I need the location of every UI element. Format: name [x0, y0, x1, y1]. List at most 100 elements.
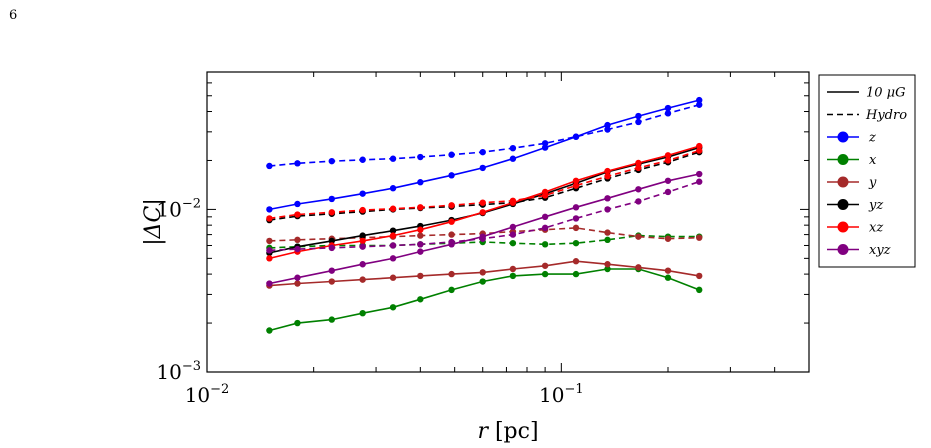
series-xyz-dashed-point	[359, 243, 366, 250]
series-xz-dashed-point	[572, 182, 580, 189]
series-xyz-dashed-point	[696, 178, 703, 185]
legend-frame	[818, 74, 916, 268]
series-xz-dashed-point	[509, 197, 517, 204]
axis-labels: r [pc] |ΔC|	[141, 198, 539, 444]
series-z-solid-point	[509, 155, 517, 162]
series-xyz-dashed-point	[389, 242, 397, 249]
series-x-solid-point	[572, 270, 580, 278]
series-x-solid-point	[696, 286, 703, 294]
series-xyz-dashed-point	[572, 215, 580, 222]
series-z-solid-point	[389, 185, 397, 192]
legend-yz-marker	[837, 199, 849, 210]
legend-xyz-label: xyz	[869, 243, 891, 258]
series-y-dashed-point	[448, 231, 455, 238]
series-xz-solid-point	[572, 177, 580, 184]
legend-style-label: Hydro	[865, 108, 907, 123]
series-z-solid-point	[664, 104, 672, 112]
series-y-solid-point	[664, 267, 672, 274]
series-y-solid-point	[604, 261, 611, 268]
series-xz-dashed-point	[479, 199, 486, 206]
series-z-dashed-point	[266, 162, 273, 170]
series-z-solid-point	[266, 206, 273, 213]
series-xyz-dashed-point	[541, 224, 549, 232]
series-z-solid-point	[328, 195, 335, 203]
series-y-dashed-point	[635, 233, 642, 240]
series-xyz-dashed-point	[417, 241, 424, 248]
x-tick-label: 10−1	[539, 382, 584, 407]
series-xyz-dashed-point	[604, 206, 611, 213]
series-x-solid-point	[328, 316, 335, 323]
series-xyz-solid-point	[635, 186, 642, 193]
series-xz-dashed-point	[294, 211, 301, 218]
series-xz-solid-point	[664, 152, 672, 159]
series-xyz-solid-point	[664, 177, 672, 184]
series-z-dashed-point	[635, 118, 642, 126]
series-y-solid-point	[479, 269, 486, 276]
series-x-solid-point	[479, 278, 486, 285]
series-y-solid-point	[389, 274, 397, 281]
series-z-solid-point	[479, 164, 486, 172]
series-z-solid-point	[417, 179, 424, 186]
series-xz-dashed-point	[389, 205, 397, 212]
series-xyz-dashed-point	[635, 198, 642, 205]
series-z-dashed-point	[664, 110, 672, 117]
series-x-solid-point	[417, 296, 424, 303]
series-xyz-solid-point	[294, 274, 301, 281]
series-x-dashed-point	[572, 239, 580, 247]
x-tick-label: 10−2	[185, 382, 230, 407]
series-z-dashed-point	[417, 153, 424, 161]
series-z-dashed-point	[294, 160, 301, 167]
y-axis-label: |ΔC|	[141, 198, 166, 246]
series-z-dashed-line	[269, 104, 700, 167]
series-y-solid-point	[417, 272, 424, 280]
series-xz-solid-point	[389, 232, 397, 239]
series-xz-solid-point	[479, 209, 486, 216]
series-xz-solid-point	[359, 237, 366, 245]
series-xz-dashed-point	[328, 209, 335, 216]
series-y-solid-point	[328, 278, 335, 285]
series-xyz-solid-point	[696, 170, 703, 178]
series-xyz-solid-point	[572, 204, 580, 211]
series-y-solid-point	[294, 280, 301, 287]
legend-style-label: 10 μG	[866, 86, 906, 101]
series-xz-dashed-point	[417, 204, 424, 211]
series-x-dashed-point	[509, 239, 517, 247]
series-y-solid-point	[448, 270, 455, 278]
series-z-solid-point	[604, 121, 611, 129]
series-y-dashed-point	[696, 234, 703, 241]
series-x-solid-point	[541, 270, 549, 278]
series-y-solid-point	[359, 276, 366, 283]
series-xz-solid-point	[266, 255, 273, 262]
series-xyz-dashed-point	[509, 231, 517, 238]
series-y-dashed-point	[664, 235, 672, 242]
series-x-solid-point	[448, 286, 455, 294]
series-xz-solid-point	[417, 226, 424, 233]
series-xz-dashed-point	[664, 157, 672, 164]
series-z-dashed-point	[328, 157, 335, 165]
series-xyz-solid-point	[359, 261, 366, 268]
series-z-dashed-point	[448, 151, 455, 158]
series-xz-dashed-point	[635, 164, 642, 172]
legend-x-marker	[837, 154, 849, 165]
series-xz-solid-point	[635, 159, 642, 167]
series-xyz-dashed-point	[448, 238, 455, 246]
series-xz-dashed-point	[448, 202, 455, 209]
series-xz-dashed-point	[266, 215, 273, 222]
series-z-solid-point	[448, 172, 455, 179]
x-axis-label: r [pc]	[477, 419, 538, 444]
series-xyz-solid-point	[541, 213, 549, 221]
series-x-dashed-point	[604, 236, 611, 244]
series-z-dashed-point	[696, 101, 703, 108]
series-xyz-solid-point	[417, 248, 424, 255]
legend-xz-marker	[837, 221, 849, 233]
legend-yz-label: yz	[868, 198, 883, 213]
series-z-solid-point	[294, 200, 301, 208]
series-xyz-solid-point	[509, 223, 517, 231]
series-xz-dashed-point	[541, 192, 549, 199]
series-xyz-solid-point	[266, 280, 273, 287]
series-xyz-dashed-point	[664, 188, 672, 196]
series-xz-solid-point	[696, 142, 703, 150]
legend-y-marker	[837, 176, 849, 188]
series-x-solid-point	[389, 304, 397, 311]
